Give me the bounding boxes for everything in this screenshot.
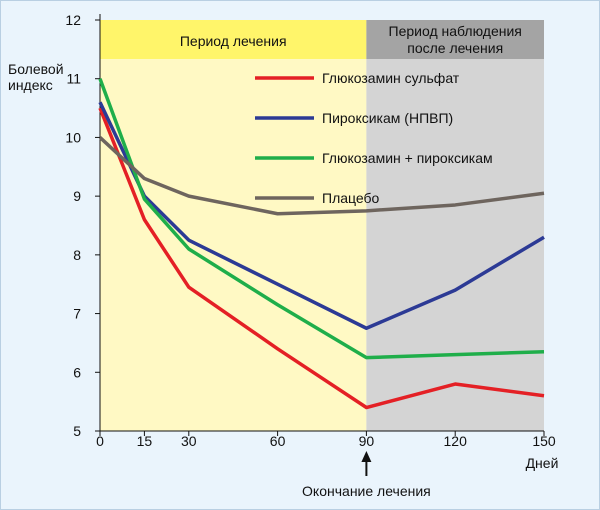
annotations: Окончание лечения (302, 451, 431, 499)
legend: Глюкозамин сульфат Пироксикам (НПВП) Глюко… (255, 70, 493, 206)
y-tick-label-3: 8 (73, 247, 81, 263)
annotation-arrow-head (361, 451, 372, 462)
annotation-label: Окончание лечения (302, 483, 431, 499)
y-tick-label-7: 12 (65, 12, 81, 28)
y-axis-title-line-1: индекс (8, 77, 53, 93)
x-tick-label-5: 120 (444, 433, 468, 449)
x-tick-label-1: 15 (137, 433, 153, 449)
x-tick-label-2: 30 (181, 433, 197, 449)
region-body-0 (100, 20, 367, 431)
x-tick-label-6: 150 (532, 433, 556, 449)
legend-label-1: Пироксикам (НПВП) (322, 110, 453, 126)
x-axis-title: Дней (526, 455, 559, 471)
y-tick-label-0: 5 (73, 423, 81, 439)
y-tick-label-5: 10 (65, 129, 81, 145)
y-tick-label-4: 9 (73, 188, 81, 204)
region-label-1-line-0: Период наблюдения (389, 23, 522, 39)
y-tick-label-1: 6 (73, 364, 81, 380)
region-body-1 (366, 20, 544, 431)
region-label-1-line-1: после лечения (407, 40, 503, 56)
legend-label-2: Глюкозамин + пироксикам (322, 150, 493, 166)
y-tick-label-2: 7 (73, 306, 81, 322)
y-axis-title-line-0: Болевой (8, 61, 64, 77)
region-header-0 (100, 20, 367, 59)
legend-label-0: Глюкозамин сульфат (322, 70, 460, 86)
x-tick-label-4: 90 (359, 433, 375, 449)
y-tick-label-6: 11 (66, 71, 81, 87)
region-header-1 (366, 20, 544, 59)
region-label-0: Период лечения (180, 33, 287, 49)
x-tick-label-3: 60 (270, 433, 286, 449)
x-tick-label-0: 0 (96, 433, 104, 449)
legend-label-3: Плацебо (322, 190, 380, 206)
series-lines (98, 78, 545, 410)
